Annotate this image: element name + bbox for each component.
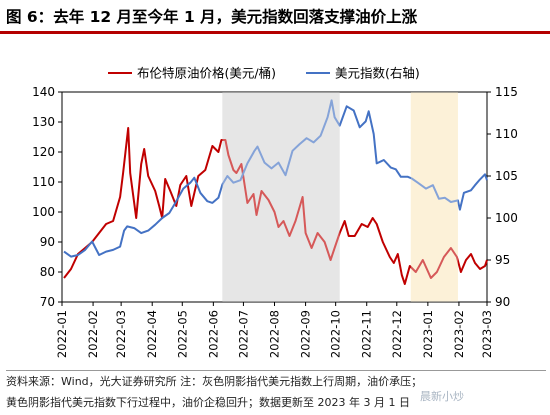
shaded-range-overlay-1 [222,92,340,302]
x-tick-label: 2022-04 [145,310,159,358]
legend-label: 美元指数(右轴) [335,66,420,81]
y-left-tick-label: 130 [32,115,55,129]
x-tick-label: 2022-11 [360,310,374,358]
x-tick-label: 2022-05 [175,310,189,358]
y-left-tick-label: 140 [32,85,55,99]
series-line-dollar-index [63,99,488,258]
chart-area: 70 80 90 100 110 120 130 140 90 95 100 105 110 115 202… [32,66,518,359]
x-tick-label: 2022-10 [329,310,343,358]
x-tick-label: 2022-01 [55,310,69,358]
x-tick-label: 2022-07 [236,310,250,358]
y-right-tick-label: 115 [495,85,518,99]
y-right-tick-label: 95 [495,253,510,267]
x-tick-label: 2022-06 [206,310,220,358]
x-tick-label: 2023-03 [480,310,494,358]
watermark: 晨新小炒 [420,390,464,403]
legend-label: 布伦特原油价格(美元/桶) [137,66,276,81]
source-note: 资料来源：Wind，光大证券研究所 注：灰色阴影指代美元指数上行周期，油价承压；… [6,370,546,413]
source-line-2: 黄色阴影指代美元指数下行过程中，油价企稳回升；数据更新至 2023 年 3 月 … [6,396,410,409]
y-right-tick-label: 110 [495,127,518,141]
y-left-tick-label: 100 [32,205,55,219]
shaded-range-overlay-2 [410,92,458,302]
y-left-tick-label: 90 [40,235,55,249]
x-tick-label: 2022-09 [299,310,313,358]
y-right-tick-label: 90 [495,295,510,309]
shaded-range-1 [222,92,340,302]
y-right-tick-label: 105 [495,169,518,183]
source-line-1: 资料来源：Wind，光大证券研究所 注：灰色阴影指代美元指数上行周期，油价承压； [6,375,423,388]
x-tick-label: 2023-01 [421,310,435,358]
series-line-brent-oil [63,127,488,285]
x-tick-label: 2022-12 [390,310,404,358]
x-tick-label: 2022-08 [268,310,282,358]
chart-title: 图 6：去年 12 月至今年 1 月，美元指数回落支撑油价上涨 [0,0,550,34]
y-left-tick-label: 80 [40,265,55,279]
figure-label: 图 6： [6,8,54,26]
y-left-tick-label: 120 [32,145,55,159]
y-left-tick-label: 70 [40,295,55,309]
y-right-tick-label: 100 [495,211,518,225]
y-left-tick-label: 110 [32,175,55,189]
figure-title: 去年 12 月至今年 1 月，美元指数回落支撑油价上涨 [53,8,418,26]
x-tick-label: 2023-02 [452,310,466,358]
x-tick-label: 2022-03 [114,310,128,358]
x-tick-label: 2022-02 [86,310,100,358]
